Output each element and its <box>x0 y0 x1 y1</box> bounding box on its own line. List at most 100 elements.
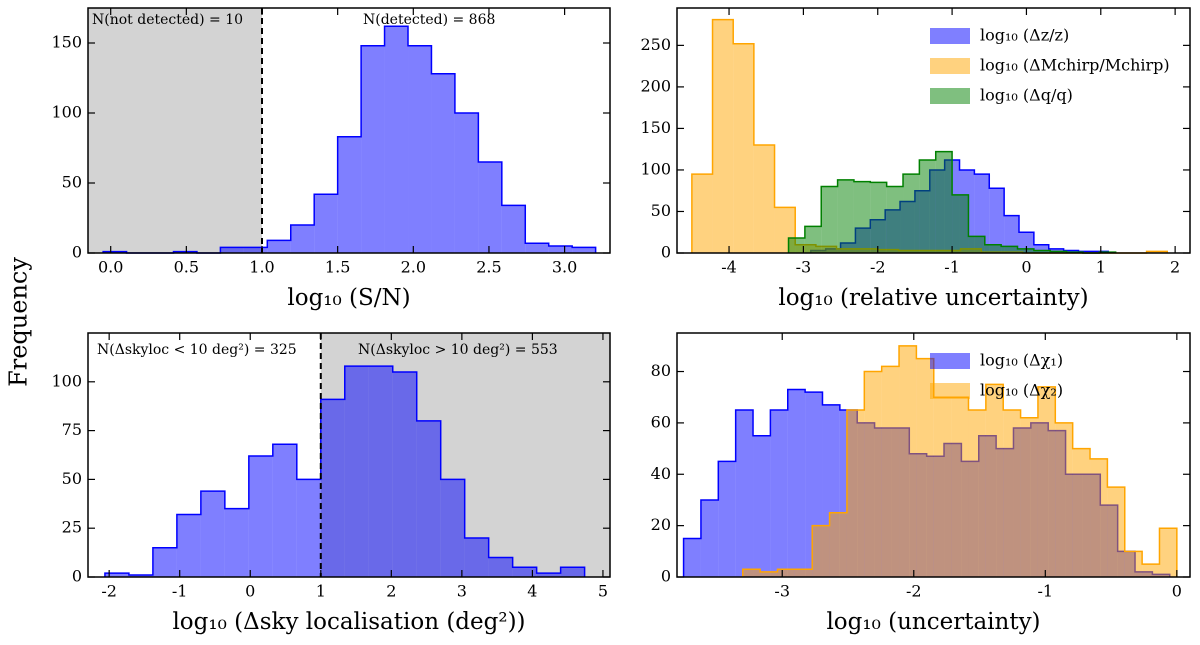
x-tick-label: 0.5 <box>174 258 199 277</box>
histogram-bar <box>753 435 771 577</box>
histogram-bar <box>837 179 854 253</box>
legend-swatch <box>930 28 970 44</box>
histogram-bar <box>935 151 953 253</box>
y-tick-label: 150 <box>640 118 671 137</box>
histogram-bar <box>1020 417 1038 577</box>
histogram-bar <box>919 159 936 253</box>
y-tick-label: 100 <box>51 103 82 122</box>
histogram-bar <box>1055 422 1073 577</box>
histogram-bar <box>361 45 385 253</box>
histogram-bar <box>753 145 775 253</box>
x-tick-label: 0.0 <box>98 258 123 277</box>
histogram-bar <box>985 384 1004 577</box>
histogram-bar <box>916 358 934 577</box>
x-axis-label: log₁₀ (relative uncertainty) <box>778 285 1088 311</box>
histogram-bar <box>368 366 393 577</box>
histogram-bar <box>788 238 805 253</box>
panel: 0.0 0.5 1.0 1.5 2.0 2.5 3.0 0 50 100 150 log₁₀ (S/N… <box>51 7 611 311</box>
histogram-bar <box>392 372 417 577</box>
histogram-bar <box>974 174 990 253</box>
histogram-bar <box>1033 244 1049 253</box>
histogram-bar <box>712 19 734 253</box>
panel: log₁₀ (Δχ₁) log₁₀ (Δχ₂) -3 -2 -1 0 0 20 40 60 80 lo… <box>651 332 1191 635</box>
y-tick-label: 75 <box>62 420 82 439</box>
histogram-bar <box>733 43 754 253</box>
x-tick-label: 2.5 <box>476 258 501 277</box>
histogram-bar <box>267 240 291 253</box>
y-tick-label: 50 <box>62 469 82 488</box>
y-tick-label: 50 <box>62 173 82 192</box>
x-tick-label: -2 <box>870 258 886 277</box>
histogram-bar <box>1004 215 1019 253</box>
histogram-bar <box>899 345 917 577</box>
legend-label: log₁₀ (ΔMchirp/Mchirp) <box>980 56 1170 75</box>
histogram-bar <box>718 461 736 577</box>
histogram-bar <box>176 514 201 577</box>
plot-frame <box>87 7 611 254</box>
histogram-bar <box>314 194 338 253</box>
y-tick-label: 40 <box>651 464 671 483</box>
y-tick-label: 0 <box>72 243 82 262</box>
legend-label: log₁₀ (Δχ₁) <box>980 351 1063 370</box>
legend-swatch <box>930 383 970 399</box>
histogram-bar <box>536 573 561 577</box>
histogram-bar <box>488 557 513 577</box>
x-tick-label: -4 <box>721 258 737 277</box>
histogram-bar <box>248 455 273 577</box>
y-tick-label: 250 <box>640 35 671 54</box>
histogram-bar <box>408 45 432 253</box>
histogram-outline <box>742 345 1178 577</box>
annotation: N(Δskyloc < 10 deg²) = 325 <box>97 342 297 358</box>
histogram-bar <box>787 389 806 577</box>
x-tick-label: -1 <box>944 258 960 277</box>
x-tick-label: 0 <box>1172 582 1182 601</box>
histogram-bar <box>1050 251 1067 253</box>
histogram-bar <box>968 236 985 253</box>
y-tick-label: 100 <box>51 371 82 390</box>
histogram-bar <box>864 371 882 577</box>
histogram-bar <box>804 226 822 253</box>
histogram-bar <box>416 420 441 577</box>
x-axis-label: log₁₀ (S/N) <box>287 285 410 311</box>
histogram-bar <box>1017 248 1034 253</box>
histogram-bar <box>777 569 795 577</box>
histogram-bar <box>812 525 830 577</box>
histogram-bar <box>1078 251 1094 253</box>
histogram-bar <box>224 508 249 577</box>
annotation: N(not detected) = 10 <box>92 12 243 28</box>
legend-swatch <box>930 353 970 369</box>
x-tick-label: 4 <box>527 582 537 601</box>
x-axis-label: log₁₀ (uncertainty) <box>826 609 1040 635</box>
histogram-bar <box>290 225 315 253</box>
histogram-bar <box>1159 528 1177 577</box>
x-tick-label: 3 <box>457 582 467 601</box>
histogram-bar <box>700 499 719 577</box>
x-tick-label: -1 <box>1038 582 1054 601</box>
histogram-outline <box>787 150 1117 254</box>
histogram-bar <box>384 26 409 254</box>
histogram-bar <box>1033 250 1051 253</box>
y-tick-label: 0 <box>72 567 82 586</box>
plot-frame <box>676 7 1191 254</box>
y-tick-label: 0 <box>661 243 671 262</box>
histogram-bar <box>952 194 969 253</box>
histogram-bar <box>337 136 362 253</box>
histogram-bar <box>1001 246 1018 253</box>
histogram-bar <box>464 537 489 577</box>
histogram-bar <box>984 244 1002 253</box>
y-tick-label: 25 <box>62 518 82 537</box>
histogram-bar <box>200 491 225 577</box>
x-tick-label: -3 <box>774 582 790 601</box>
x-tick-label: 2 <box>1170 258 1180 277</box>
x-tick-label: 1.5 <box>325 258 350 277</box>
x-tick-label: 5 <box>598 582 608 601</box>
histogram-bar <box>272 444 297 577</box>
histogram-bar <box>1019 232 1034 253</box>
x-tick-label: 1.0 <box>249 258 274 277</box>
histogram-bar <box>478 162 502 253</box>
x-tick-label: 3.0 <box>552 258 577 277</box>
histogram-bar <box>440 479 465 577</box>
histogram-bar <box>344 366 369 577</box>
y-tick-label: 150 <box>51 33 82 52</box>
